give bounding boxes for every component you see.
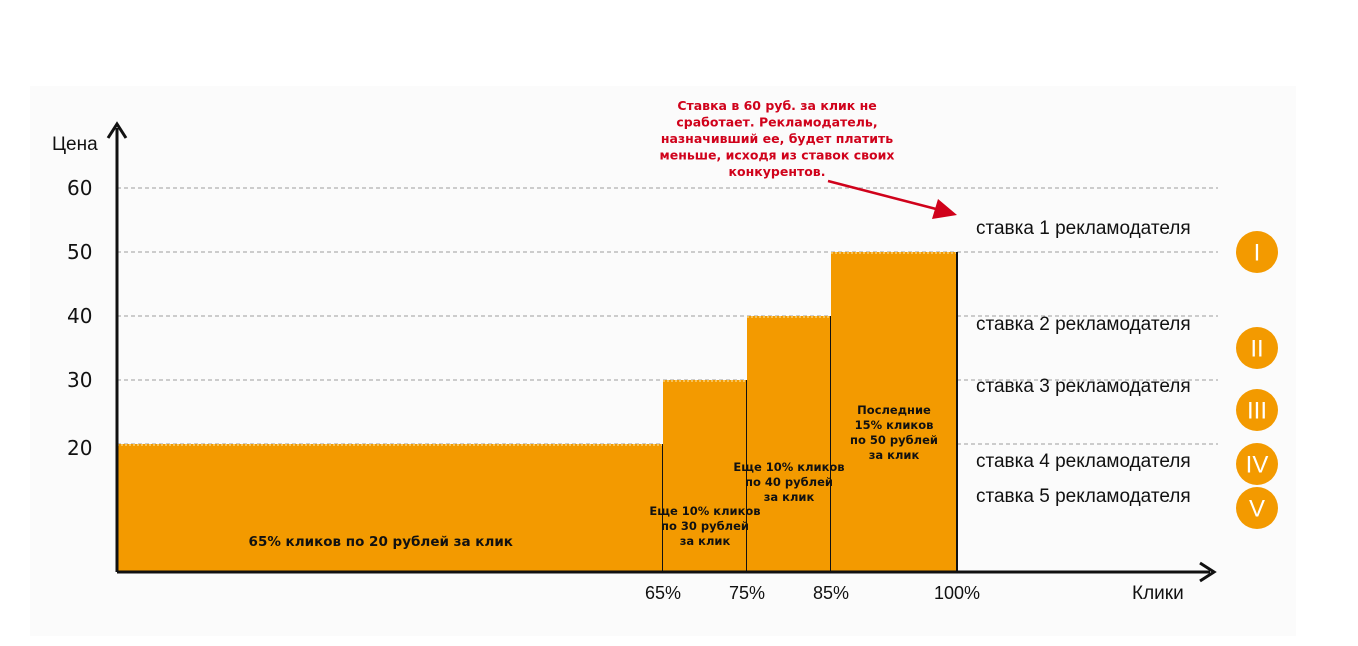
bar-3-label: по 40 рублей — [745, 475, 833, 489]
bid-rank-circle-1 — [1236, 231, 1278, 273]
y-axis-arrow — [106, 121, 128, 139]
bar-4-label: Последние — [857, 403, 931, 417]
bid-rank-2: II — [1250, 336, 1263, 363]
annotation-text: сработает. Рекламодатель, — [676, 115, 877, 130]
x-tick-label: 85% — [813, 583, 849, 603]
y-tick-label: 60 — [67, 176, 92, 200]
bid-label-4: ставка 4 рекламодателя — [976, 451, 1191, 472]
bid-rank-1: I — [1254, 240, 1261, 267]
annotation-text: конкурентов. — [729, 164, 826, 179]
bar-1-label: 65% кликов по 20 рублей за клик — [249, 534, 513, 550]
bid-label-3: ставка 3 рекламодателя — [976, 376, 1191, 397]
x-tick-label: 75% — [729, 583, 765, 603]
bid-rank-4: IV — [1246, 452, 1269, 479]
bid-rank-5: V — [1249, 496, 1265, 523]
bar-2 — [663, 380, 747, 572]
bar-4-label: 15% кликов — [855, 418, 934, 432]
bid-label-2: ставка 2 рекламодателя — [976, 314, 1191, 335]
y-tick-label: 50 — [67, 240, 92, 264]
x-axis-arrow — [1199, 561, 1217, 583]
y-axis-label: Цена — [52, 134, 98, 155]
bid-rank-circle-4 — [1236, 443, 1278, 485]
x-tick-label: 65% — [645, 583, 681, 603]
bar-2-label: за клик — [680, 534, 731, 548]
bar-4-label: по 50 рублей — [850, 433, 938, 447]
annotation-text: меньше, исходя из ставок своих — [660, 148, 895, 163]
bar-1 — [117, 444, 663, 572]
y-tick-label: 40 — [67, 304, 92, 328]
bar-2-label: Еще 10% кликов — [649, 504, 760, 518]
bid-rank-circle-2 — [1236, 327, 1278, 369]
bar-4 — [831, 252, 957, 572]
bar-2-label: по 30 рублей — [661, 519, 749, 533]
bar-4-label: за клик — [869, 448, 920, 462]
bid-label-1: ставка 1 рекламодателя — [976, 218, 1191, 239]
bar-3-label: за клик — [764, 490, 815, 504]
bid-rank-3: III — [1247, 398, 1267, 425]
annotation-arrow-line — [827, 179, 941, 212]
x-tick-label: 100% — [934, 583, 980, 603]
y-tick-label: 20 — [67, 436, 92, 460]
bid-rank-circle-5 — [1236, 487, 1278, 529]
bid-label-5: ставка 5 рекламодателя — [976, 486, 1191, 507]
y-tick-label: 30 — [67, 368, 92, 392]
annotation-text: Ставка в 60 руб. за клик не — [677, 98, 876, 113]
annotation-arrow-head — [932, 199, 957, 219]
bid-rank-circle-3 — [1236, 389, 1278, 431]
x-axis-label: Клики — [1132, 583, 1184, 604]
annotation-text: назначивший ее, будет платить — [661, 131, 893, 146]
bar-3 — [747, 316, 831, 572]
bar-3-label: Еще 10% кликов — [733, 460, 844, 474]
